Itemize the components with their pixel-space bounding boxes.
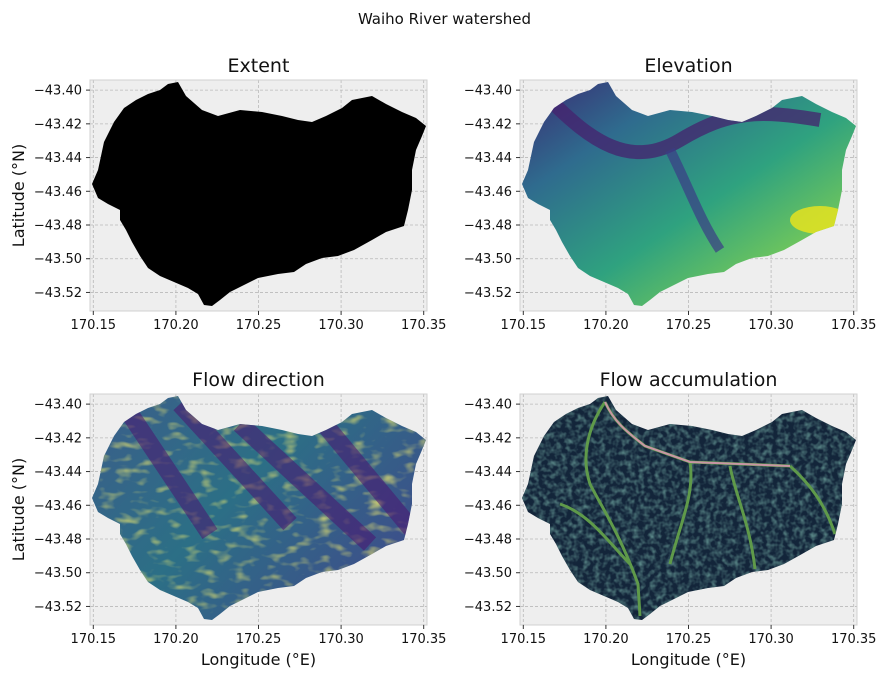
y-tick-label: −43.50	[464, 566, 512, 581]
y-tick-label: −43.52	[34, 286, 82, 301]
panel-title: Flow accumulation	[600, 369, 778, 391]
y-tick-label: −43.44	[464, 465, 512, 480]
flow-band	[173, 397, 297, 531]
x-tick-label: 170.35	[401, 318, 447, 333]
y-tick-label: −43.48	[464, 533, 512, 548]
x-tick-label: 170.25	[236, 632, 282, 647]
y-tick-label: −43.44	[34, 465, 82, 480]
flow-band	[233, 417, 377, 551]
figure-suptitle: Waiho River watershed	[358, 10, 531, 28]
y-tick-label: −43.46	[464, 499, 512, 514]
y-tick-label: −43.46	[464, 185, 512, 200]
y-tick-label: −43.40	[34, 84, 82, 99]
y-tick-label: −43.52	[464, 600, 512, 615]
x-tick-label: 170.25	[236, 318, 282, 333]
panel-title: Flow direction	[192, 369, 325, 391]
y-tick-label: −43.48	[34, 533, 82, 548]
y-tick-label: −43.44	[464, 151, 512, 166]
flow-band	[122, 409, 218, 539]
river-channel	[584, 401, 642, 617]
x-tick-label: 170.35	[831, 318, 877, 333]
river-channel	[668, 461, 693, 565]
panel-title: Elevation	[644, 55, 732, 77]
x-axis-label: Longitude (°E)	[201, 650, 316, 669]
panel-title: Extent	[228, 55, 290, 77]
x-tick-label: 170.15	[501, 318, 547, 333]
river-channel	[788, 464, 837, 535]
y-axis-label: Latitude (°N)	[9, 144, 28, 247]
y-tick-label: −43.46	[34, 499, 82, 514]
y-tick-label: −43.40	[34, 398, 82, 413]
chart-panel-4: 170.15 170.20 170.25 170.30 170.35 −43.40 −43.…	[464, 369, 877, 669]
main-channel	[604, 401, 791, 467]
x-tick-label: 170.35	[401, 632, 447, 647]
valley-ridge	[665, 147, 725, 253]
x-tick-label: 170.35	[831, 632, 877, 647]
y-tick-label: −43.42	[34, 117, 82, 132]
y-tick-label: −43.48	[464, 219, 512, 234]
y-tick-label: −43.52	[464, 286, 512, 301]
x-tick-label: 170.30	[318, 632, 364, 647]
y-tick-label: −43.42	[34, 431, 82, 446]
y-tick-label: −43.50	[34, 566, 82, 581]
y-tick-label: −43.50	[34, 252, 82, 267]
river-channel	[728, 465, 757, 570]
river-channel	[559, 502, 632, 566]
y-tick-label: −43.50	[464, 252, 512, 267]
x-tick-label: 170.20	[153, 632, 199, 647]
flow-band	[313, 413, 426, 545]
y-tick-label: −43.40	[464, 398, 512, 413]
x-tick-label: 170.20	[583, 632, 629, 647]
chart-panel-2: 170.15 170.20 170.25 170.30 170.35 −43.40 −43.…	[464, 55, 877, 333]
x-tick-label: 170.15	[71, 318, 117, 333]
x-axis-label: Longitude (°E)	[631, 650, 746, 669]
x-tick-label: 170.30	[748, 632, 794, 647]
y-tick-label: −43.42	[464, 117, 512, 132]
x-tick-label: 170.25	[666, 318, 712, 333]
y-tick-label: −43.42	[464, 431, 512, 446]
x-tick-label: 170.30	[318, 318, 364, 333]
y-tick-label: −43.40	[464, 84, 512, 99]
extent-raster	[92, 82, 426, 306]
chart-panel-1: 170.15 170.20 170.25 170.30 170.35 −43.40 −43.…	[9, 55, 446, 333]
x-tick-label: 170.30	[748, 318, 794, 333]
x-tick-label: 170.15	[71, 632, 117, 647]
y-tick-label: −43.52	[34, 600, 82, 615]
y-tick-label: −43.44	[34, 151, 82, 166]
x-tick-label: 170.20	[583, 318, 629, 333]
valley-ridge	[545, 95, 822, 160]
y-axis-label: Latitude (°N)	[9, 458, 28, 561]
chart-panel-3: 170.15 170.20 170.25 170.30 170.35 −43.40 −43.…	[9, 369, 446, 669]
y-tick-label: −43.46	[34, 185, 82, 200]
x-tick-label: 170.25	[666, 632, 712, 647]
x-tick-label: 170.15	[501, 632, 547, 647]
x-tick-label: 170.20	[153, 318, 199, 333]
y-tick-label: −43.48	[34, 219, 82, 234]
